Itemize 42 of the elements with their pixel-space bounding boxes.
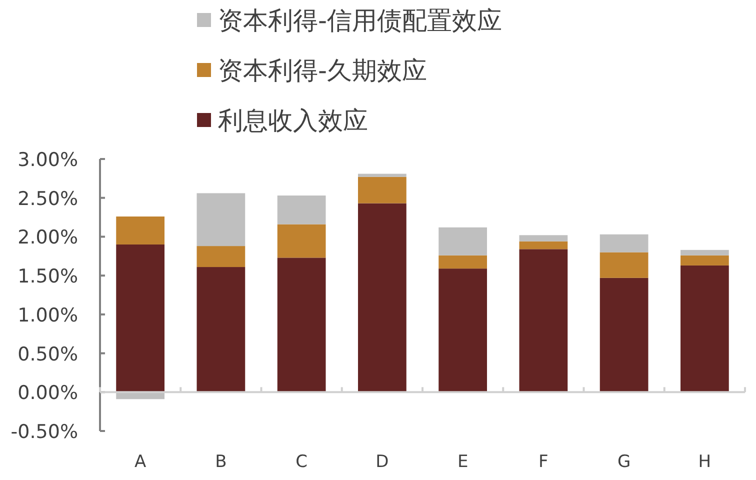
y-tick-label: 2.00% xyxy=(18,226,78,249)
x-tick-label: G xyxy=(617,452,631,472)
bar xyxy=(358,176,406,204)
y-tick-label: -0.50% xyxy=(10,421,78,443)
bar xyxy=(438,227,487,256)
y-tick-label: 2.50% xyxy=(18,188,78,210)
x-tick-label: A xyxy=(134,452,146,472)
bar xyxy=(358,174,406,177)
bar xyxy=(277,224,326,258)
bar xyxy=(680,250,729,256)
x-tick-label: C xyxy=(296,452,308,472)
y-tick-label: 3.00% xyxy=(18,149,78,171)
bar xyxy=(358,203,406,392)
x-tick-label: B xyxy=(215,452,227,472)
legend-label: 资本利得-久期效应 xyxy=(218,56,428,85)
bar xyxy=(277,196,326,224)
bar xyxy=(600,234,648,252)
x-tick-label: F xyxy=(538,452,548,472)
bar xyxy=(116,244,164,392)
legend-label: 资本利得-信用债配置效应 xyxy=(218,6,502,35)
x-tick-label: E xyxy=(457,452,468,472)
bar xyxy=(519,235,568,242)
bar xyxy=(438,268,487,392)
bar xyxy=(116,216,164,244)
x-tick-label: D xyxy=(376,452,389,472)
bar xyxy=(680,255,729,266)
bar xyxy=(277,258,326,392)
y-tick-label: 0.50% xyxy=(18,343,78,366)
bar xyxy=(680,265,729,392)
bar xyxy=(519,249,568,392)
bar xyxy=(438,255,487,269)
legend-label: 利息收入效应 xyxy=(218,106,368,135)
x-tick-label: H xyxy=(698,452,712,472)
y-tick-label: 1.00% xyxy=(18,304,78,326)
bar xyxy=(196,193,246,246)
y-tick-label: 1.50% xyxy=(18,266,78,288)
bar xyxy=(196,246,246,268)
y-tick-label: 0.00% xyxy=(18,382,78,404)
bar xyxy=(600,252,648,278)
bar xyxy=(519,241,568,250)
bar xyxy=(600,278,648,392)
bar xyxy=(196,267,246,392)
